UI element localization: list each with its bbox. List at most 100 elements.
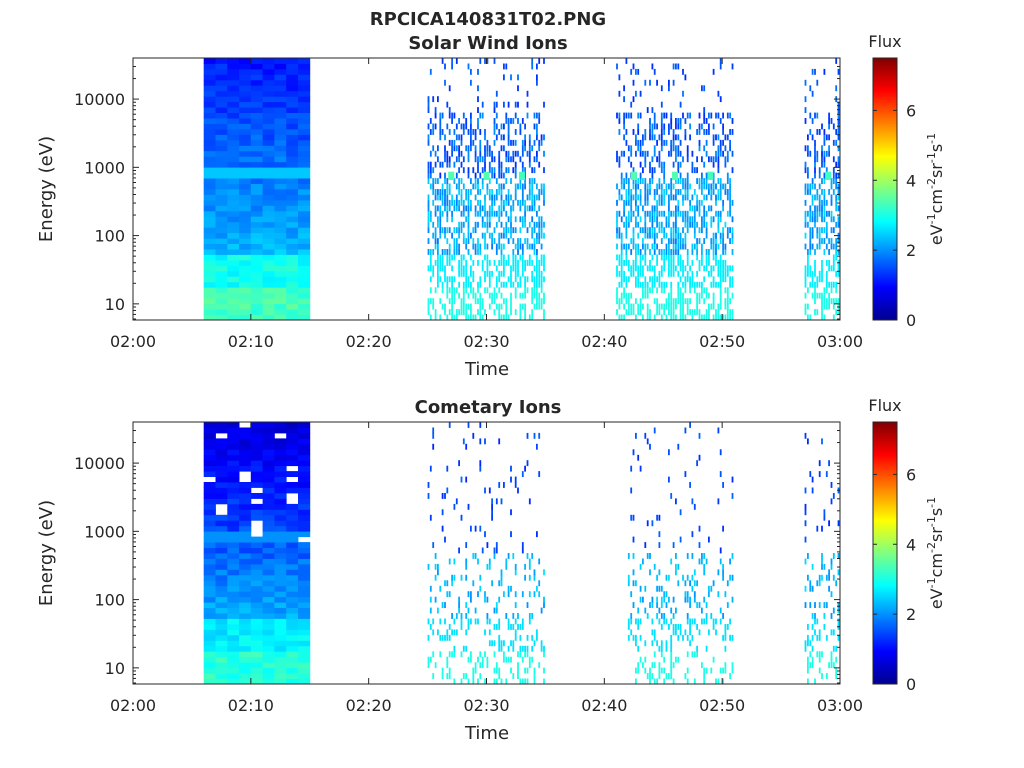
spectrogram-cell	[686, 634, 689, 641]
spectrogram-cell	[239, 194, 252, 201]
spectrogram-cell	[682, 68, 684, 75]
spectrogram-cell	[675, 134, 677, 141]
spectrogram-cell	[703, 678, 706, 685]
spectrogram-cell	[724, 249, 727, 255]
spectrogram-cell	[686, 276, 689, 283]
spectrogram-cell	[262, 667, 275, 674]
spectrogram-cell	[821, 205, 823, 212]
spectrogram-cell	[682, 227, 684, 234]
spectrogram-cell	[627, 199, 630, 206]
spectrogram-cell	[505, 678, 508, 685]
spectrogram-cell	[262, 74, 275, 81]
spectrogram-cell	[448, 558, 451, 565]
spectrogram-cell	[227, 542, 240, 548]
spectrogram-cell	[644, 221, 647, 228]
spectrogram-cell	[672, 134, 675, 141]
spectrogram-cell	[696, 602, 698, 608]
spectrogram-cell	[705, 178, 708, 184]
spectrogram-cell	[823, 624, 826, 630]
spectrogram-cell	[644, 607, 647, 614]
spectrogram-cell	[203, 602, 216, 608]
spectrogram-cell	[484, 531, 486, 538]
spectrogram-cell	[531, 656, 534, 663]
spectrogram-cell	[701, 607, 703, 614]
spectrogram-cell	[632, 634, 635, 641]
spectrogram-cell	[731, 314, 734, 321]
spectrogram-cell	[670, 123, 673, 130]
spectrogram-cell	[215, 309, 228, 315]
spectrogram-cell	[498, 303, 501, 310]
spectrogram-cell	[239, 74, 252, 81]
spectrogram-cell	[821, 189, 823, 195]
spectrogram-cell	[444, 303, 446, 310]
spectrogram-cell	[536, 634, 538, 641]
spectrogram-cell	[682, 194, 684, 201]
spectrogram-cell	[495, 542, 498, 548]
spectrogram-cell	[262, 129, 275, 135]
spectrogram-cell	[618, 270, 621, 277]
spectrogram-cell	[465, 645, 468, 652]
spectrogram-cell	[262, 656, 275, 663]
spectrogram-cell	[670, 270, 673, 277]
x-tick-label: 02:40	[581, 696, 627, 715]
spectrogram-cell	[644, 129, 647, 135]
spectrogram-cell	[474, 525, 477, 532]
spectrogram-cell	[814, 167, 816, 174]
spectrogram-cell	[274, 287, 287, 294]
spectrogram-cell	[524, 292, 526, 299]
spectrogram-cell	[689, 199, 691, 206]
spectrogram-cell	[465, 123, 468, 130]
spectrogram-cell	[543, 309, 545, 315]
spectrogram-cell	[465, 629, 468, 636]
spectrogram-cell	[543, 265, 545, 272]
spectrogram-cell	[675, 569, 677, 576]
spectrogram-cell	[653, 270, 656, 277]
spectrogram-cell	[467, 199, 470, 206]
spectrogram-cell	[239, 629, 252, 636]
spectrogram-cell	[215, 673, 228, 679]
spectrogram-cell	[514, 150, 517, 157]
spectrogram-cell	[451, 314, 453, 321]
spectrogram-cell	[455, 629, 458, 636]
spectrogram-cell	[286, 254, 299, 261]
spectrogram-cell	[286, 640, 299, 647]
spectrogram-cell	[696, 460, 698, 467]
spectrogram-cell	[686, 298, 689, 305]
spectrogram-cell	[227, 270, 240, 277]
spectrogram-cell	[620, 238, 623, 244]
spectrogram-cell	[672, 232, 675, 239]
spectrogram-cell	[503, 101, 505, 108]
spectrogram-cell	[627, 265, 630, 272]
spectrogram-cell	[479, 276, 482, 283]
spectrogram-cell	[540, 139, 543, 146]
spectrogram-cell	[663, 249, 666, 255]
spectrogram-cell	[651, 178, 654, 184]
spectrogram-cell	[823, 189, 826, 195]
spectrogram-cell	[274, 422, 287, 428]
spectrogram-cell	[507, 314, 510, 321]
spectrogram-cell	[239, 281, 252, 288]
spectrogram-cell	[656, 309, 658, 315]
spectrogram-cell	[528, 574, 531, 581]
spectrogram-cell	[215, 90, 228, 97]
spectrogram-cell	[830, 563, 833, 570]
spectrogram-cell	[663, 265, 666, 272]
spectrogram-cell	[444, 227, 446, 234]
spectrogram-cell	[203, 79, 216, 86]
spectrogram-cell	[679, 314, 682, 321]
spectrogram-cell	[830, 216, 833, 223]
spectrogram-cell	[658, 618, 661, 625]
spectrogram-cell	[533, 178, 536, 184]
spectrogram-cell	[672, 145, 675, 152]
spectrogram-cell	[835, 199, 838, 206]
spectrogram-cell	[524, 563, 526, 570]
spectrogram-cell	[691, 167, 694, 174]
spectrogram-cell	[250, 509, 263, 516]
spectrogram-cell	[505, 656, 508, 663]
spectrogram-cell	[484, 194, 486, 201]
spectrogram-cell	[623, 134, 625, 141]
spectrogram-cell	[298, 156, 311, 163]
spectrogram-cell	[474, 298, 477, 305]
spectrogram-cell	[203, 438, 216, 445]
